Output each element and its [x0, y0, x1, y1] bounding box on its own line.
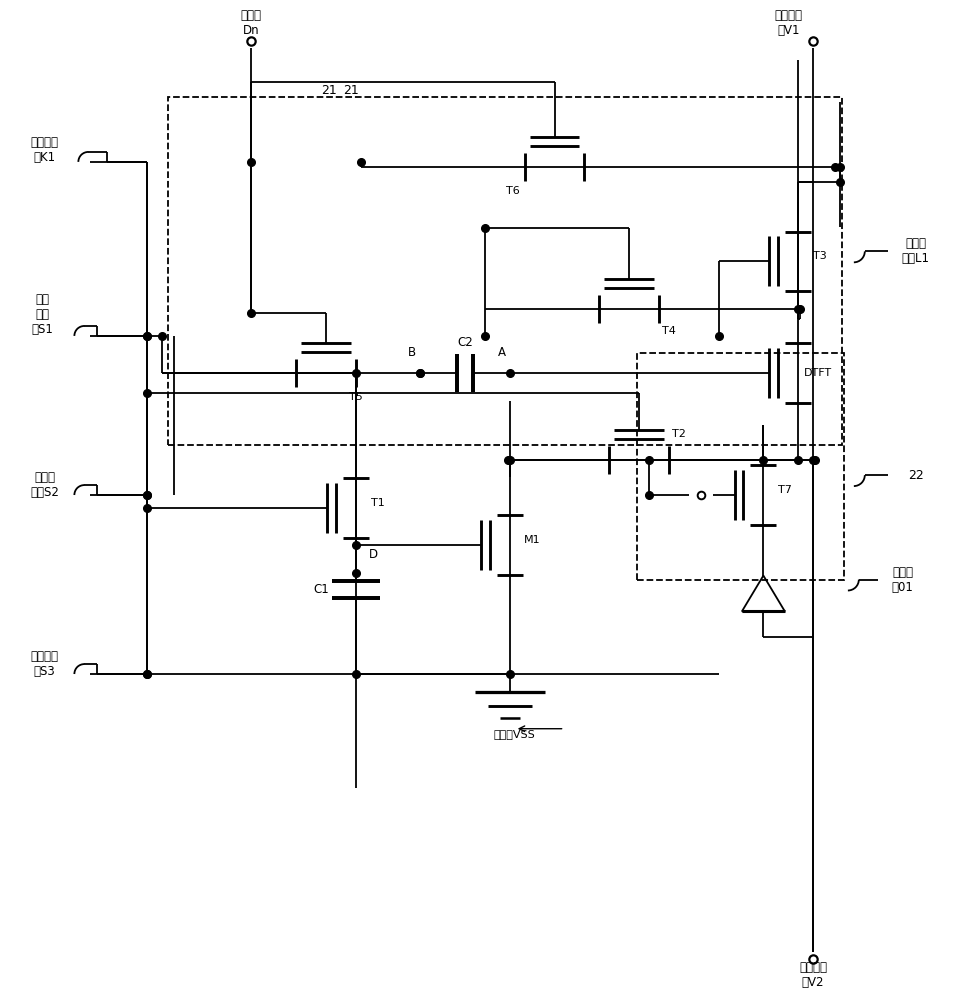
Text: 信号采
集线L1: 信号采 集线L1: [901, 237, 929, 265]
Text: T4: T4: [662, 326, 676, 336]
Text: C1: C1: [313, 583, 329, 596]
Text: 21: 21: [343, 84, 359, 97]
Text: 第三扫描
线S3: 第三扫描 线S3: [31, 650, 59, 678]
Text: T5: T5: [349, 392, 363, 402]
Text: T2: T2: [672, 429, 686, 439]
Text: D: D: [369, 548, 378, 561]
Text: 信号控制
线K1: 信号控制 线K1: [31, 136, 59, 164]
Text: 发光器
件01: 发光器 件01: [892, 566, 914, 594]
Text: 22: 22: [908, 469, 923, 482]
Text: 数据线
Dn: 数据线 Dn: [241, 9, 262, 37]
Text: C2: C2: [457, 336, 473, 349]
Text: T3: T3: [813, 251, 827, 261]
Text: 21: 21: [321, 84, 337, 97]
Text: 第一
扫描
线S1: 第一 扫描 线S1: [32, 293, 53, 336]
Text: 接地端VSS: 接地端VSS: [494, 729, 536, 739]
Text: 第二电平
端V2: 第二电平 端V2: [799, 961, 827, 989]
Text: B: B: [408, 346, 417, 359]
Text: T6: T6: [506, 186, 519, 196]
Text: 第二扫
描线S2: 第二扫 描线S2: [30, 471, 59, 499]
Text: 第一电平
端V1: 第一电平 端V1: [775, 9, 803, 37]
Text: DTFT: DTFT: [804, 368, 833, 378]
Text: T1: T1: [370, 498, 385, 508]
Text: A: A: [498, 346, 506, 359]
Text: M1: M1: [523, 535, 540, 545]
Text: T7: T7: [778, 485, 792, 495]
